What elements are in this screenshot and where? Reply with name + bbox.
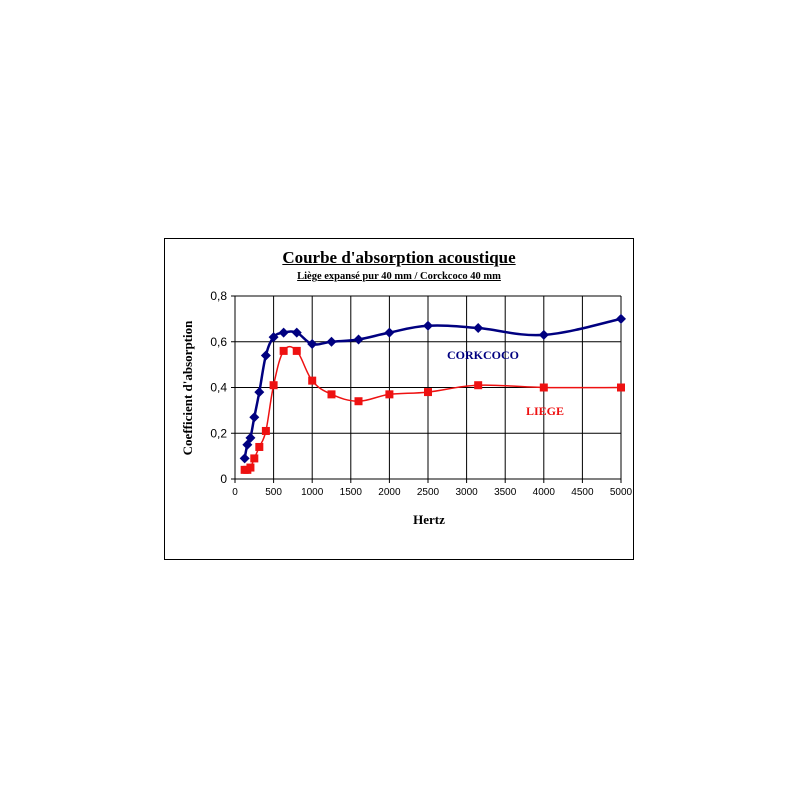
data-point-liege: [255, 442, 264, 451]
data-point-liege: [308, 376, 317, 385]
y-tick-label: 0: [220, 472, 227, 486]
data-point-liege: [292, 346, 301, 355]
series-label-corkcoco: CORKCOCO: [447, 348, 519, 362]
chart-subtitle: Liège expansé pur 40 mm / Corckcoco 40 m…: [297, 271, 501, 282]
x-tick-label: 4500: [571, 487, 594, 498]
series-label-liege: LIEGE: [526, 404, 564, 418]
data-point-liege: [539, 383, 548, 392]
data-point-liege: [246, 463, 255, 472]
y-tick-label: 0,4: [210, 381, 227, 395]
x-tick-label: 2500: [417, 487, 440, 498]
data-point-corkcoco: [291, 327, 302, 338]
series-line-liege: [244, 345, 622, 471]
y-tick-label: 0,2: [210, 426, 227, 440]
data-point-liege: [250, 454, 259, 463]
data-point-liege: [269, 381, 278, 390]
data-point-corkcoco: [260, 350, 271, 361]
data-point-liege: [424, 388, 432, 397]
data-point-liege: [354, 397, 363, 406]
x-tick-label: 1500: [340, 487, 363, 498]
data-point-corkcoco: [254, 387, 265, 398]
data-point-corkcoco: [249, 412, 260, 423]
data-point-liege: [327, 390, 336, 399]
data-point-corkcoco: [245, 432, 256, 443]
data-point-corkcoco: [268, 332, 279, 343]
x-tick-label: 500: [265, 487, 282, 498]
x-tick-label: 5000: [610, 487, 633, 498]
x-tick-label: 2000: [378, 487, 401, 498]
data-point-liege: [385, 390, 394, 399]
series: [239, 313, 626, 474]
axes: [231, 295, 622, 483]
data-point-corkcoco: [239, 453, 250, 464]
data-point-corkcoco: [326, 336, 337, 347]
plot-area: 0 0,2 0,4 0,6 0,8 0 500 1000 1500 2000 2500 3000 350…: [180, 289, 633, 527]
x-tick-label: 3500: [494, 487, 517, 498]
data-point-corkcoco: [423, 320, 433, 331]
x-tick-label: 0: [232, 487, 238, 498]
x-tick-label: 4000: [533, 487, 556, 498]
data-point-liege: [279, 346, 288, 355]
data-point-corkcoco: [353, 334, 364, 345]
data-point-corkcoco: [473, 323, 484, 334]
data-point-corkcoco: [538, 329, 549, 340]
x-tick-label: 3000: [455, 487, 478, 498]
data-point-corkcoco: [307, 339, 318, 350]
x-tick-label: 1000: [301, 487, 324, 498]
y-tick-label: 0,8: [210, 289, 227, 303]
y-tick-label: 0,6: [210, 335, 227, 349]
y-axis-label: Coefficient d'absorption: [180, 320, 195, 455]
series-labels: CORKCOCO LIEGE: [447, 348, 564, 418]
data-point-liege: [474, 381, 483, 390]
data-point-corkcoco: [384, 327, 395, 338]
data-point-corkcoco: [278, 327, 289, 338]
chart-title: Courbe d'absorption acoustique: [282, 248, 516, 267]
data-point-liege: [261, 426, 270, 435]
data-point-liege: [617, 383, 625, 392]
x-axis-label: Hertz: [413, 512, 445, 527]
tick-labels: 0 0,2 0,4 0,6 0,8 0 500 1000 1500 2000 2500 3000 350…: [210, 289, 632, 498]
series-line-corkcoco: [243, 317, 622, 459]
data-point-corkcoco: [616, 313, 626, 324]
chart-frame: Courbe d'absorption acoustique Liège exp…: [164, 238, 634, 560]
